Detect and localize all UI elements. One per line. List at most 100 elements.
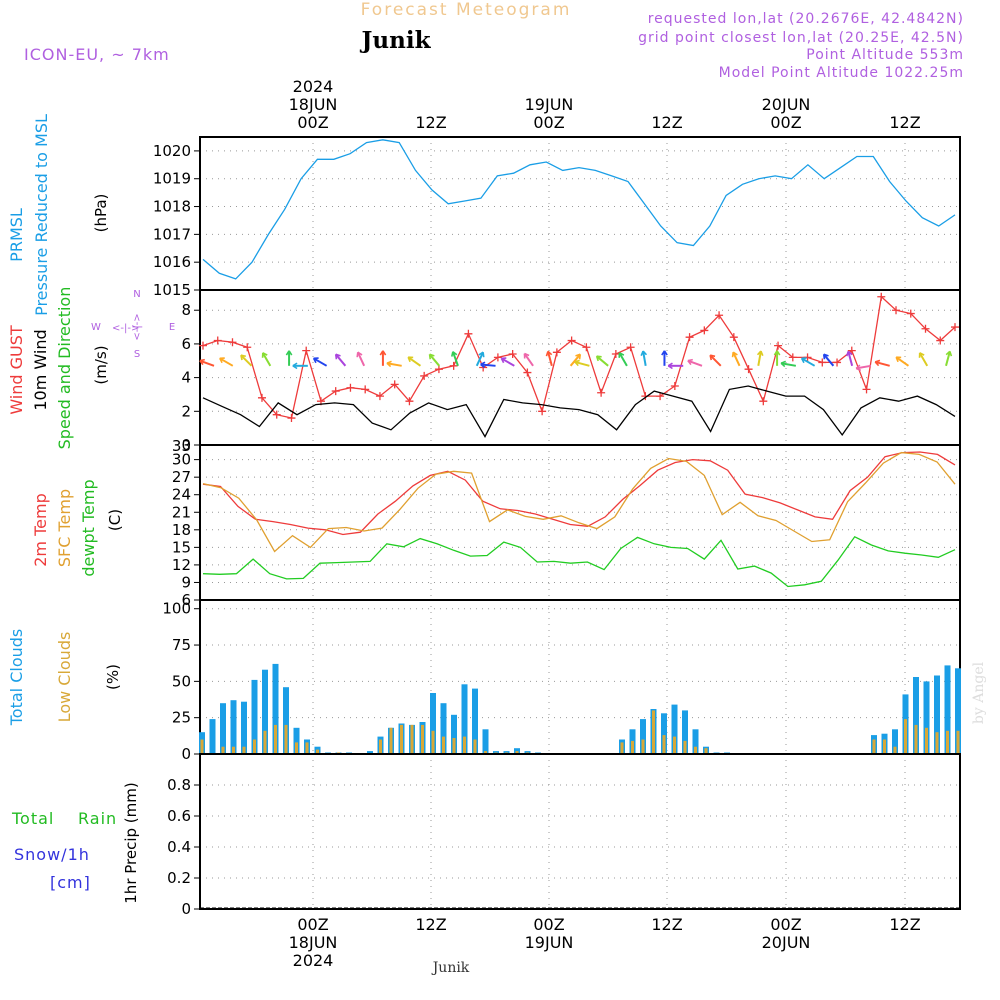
compass-arrow-we: <-|-> — [112, 323, 139, 334]
wind-arrow — [334, 353, 347, 367]
compass-arrow-ns: <-|-> — [132, 313, 143, 340]
pressure-label-1: PRMSL — [7, 208, 26, 262]
wind-arrow-head — [428, 353, 435, 360]
wind-arrow-head — [667, 362, 673, 370]
total-cloud-bar — [892, 729, 898, 754]
y-tick-label: 8 — [181, 301, 191, 319]
y-tick-label: 24 — [172, 486, 191, 504]
low-cloud-bar — [431, 730, 435, 754]
bottom-year-label: 2024 — [293, 951, 334, 970]
y-tick-label: 0 — [181, 745, 191, 763]
wind-arrow — [199, 359, 215, 367]
wind-arrow-head — [500, 357, 507, 364]
low-cloud-bar — [379, 739, 382, 754]
y-tick-label: 0.4 — [167, 838, 191, 856]
wind-arrow — [945, 351, 951, 367]
wind-arrow — [356, 351, 366, 367]
low-cloud-bar — [935, 732, 939, 754]
low-cloud-bar — [652, 710, 655, 754]
wind-arrow-head — [478, 351, 485, 358]
wind-arrow-head — [407, 356, 414, 363]
y-tick-label: 50 — [172, 672, 191, 690]
wind-arrow — [569, 353, 582, 367]
y-tick-label: 21 — [172, 503, 191, 521]
total-cloud-bar — [440, 703, 447, 754]
y-tick-label: 100 — [162, 600, 191, 618]
wind-arrow-head — [895, 356, 902, 363]
low-cloud-bar — [421, 724, 424, 754]
grid-coords: grid point closest lon,lat (20.25E, 42.5… — [638, 30, 964, 46]
wind-arrow-head — [285, 350, 293, 356]
watermark: by Angel — [971, 661, 987, 724]
wind-arrow-head — [261, 352, 268, 358]
gust-line-marker — [346, 383, 355, 392]
wind-arrow-head — [822, 353, 829, 360]
total-cloud-bar — [692, 729, 699, 754]
total-cloud-bar — [272, 663, 279, 754]
wind-arrow-head — [773, 350, 781, 356]
wind-arrow — [757, 350, 762, 366]
gust-line-marker — [567, 336, 576, 345]
wind-arrow — [574, 360, 590, 367]
compass-south: S — [134, 349, 140, 360]
bottom-date-label: 20JUN — [762, 933, 811, 952]
low-cloud-bar — [442, 736, 445, 754]
compass-rose: W E <-|-> <-|-> N S — [91, 289, 175, 360]
total-cloud-bar — [661, 713, 667, 754]
total-cloud-bar — [671, 704, 678, 754]
low-cloud-bar — [694, 746, 697, 754]
bottom-date-label: 19JUN — [525, 933, 574, 952]
wind-arrow-head — [709, 354, 716, 361]
requested-coords: requested lon,lat (20.2676E, 42.4842N) — [648, 11, 964, 27]
wind-arrow — [709, 354, 722, 367]
compass-west: W — [91, 322, 101, 333]
wind-arrow — [313, 357, 328, 367]
temp2m-label: 2m Temp — [31, 493, 50, 567]
low-cloud-bar — [704, 748, 708, 754]
y-tick-label: 6 — [181, 591, 191, 609]
low-cloud-bar — [221, 746, 225, 754]
gust-line-marker — [243, 343, 252, 352]
total-cloud-bar — [209, 719, 216, 754]
wind-arrow-head — [846, 350, 853, 357]
low-cloud-bar — [410, 724, 414, 754]
panel-precip: 0 0.2 0.4 0.6 0.8 — [167, 753, 961, 918]
y-tick-label: 1017 — [153, 225, 191, 243]
gust-line-marker — [862, 385, 871, 394]
gust-line-marker — [744, 365, 753, 374]
y-tick-label: 30 — [172, 451, 191, 469]
low-cloud-bar — [473, 739, 477, 754]
total-cloud-bar — [472, 688, 478, 754]
wind-arrow-head — [574, 359, 580, 367]
rain-label: Rain — [78, 809, 117, 828]
wind-arrow-head — [312, 357, 319, 364]
dewpt-label: dewpt Temp — [79, 479, 98, 576]
wind-gust-label: Wind GUST — [7, 325, 26, 415]
y-tick-label: 75 — [172, 636, 191, 654]
wind-arrow — [523, 352, 534, 367]
gust-line-marker — [626, 343, 635, 352]
wind-arrow — [822, 353, 835, 367]
total-cloud-bar — [482, 729, 489, 754]
bottom-time-label: 00Z — [297, 915, 328, 934]
wind-arrow — [500, 357, 515, 367]
total-cloud-bar — [262, 669, 268, 754]
gust-line-marker — [405, 397, 414, 406]
bottom-time-label: 12Z — [889, 915, 920, 934]
panel-frame — [199, 136, 961, 291]
gust-line-marker — [582, 343, 591, 352]
gust-line-marker — [449, 361, 458, 370]
wind-10m-label: 10m Wind — [31, 329, 50, 410]
compass-north: N — [133, 289, 140, 300]
total-cloud-bar — [220, 703, 226, 754]
gust-line-marker — [493, 353, 502, 362]
top-time-label: 00Z — [770, 113, 801, 132]
low-cloud-bar — [400, 724, 403, 754]
low-cloud-bar — [914, 724, 918, 754]
chart-title: Forecast Meteogram — [361, 0, 572, 20]
wind-arrow — [687, 359, 703, 367]
wind-arrow — [546, 351, 553, 367]
gust-line-marker — [508, 350, 517, 359]
